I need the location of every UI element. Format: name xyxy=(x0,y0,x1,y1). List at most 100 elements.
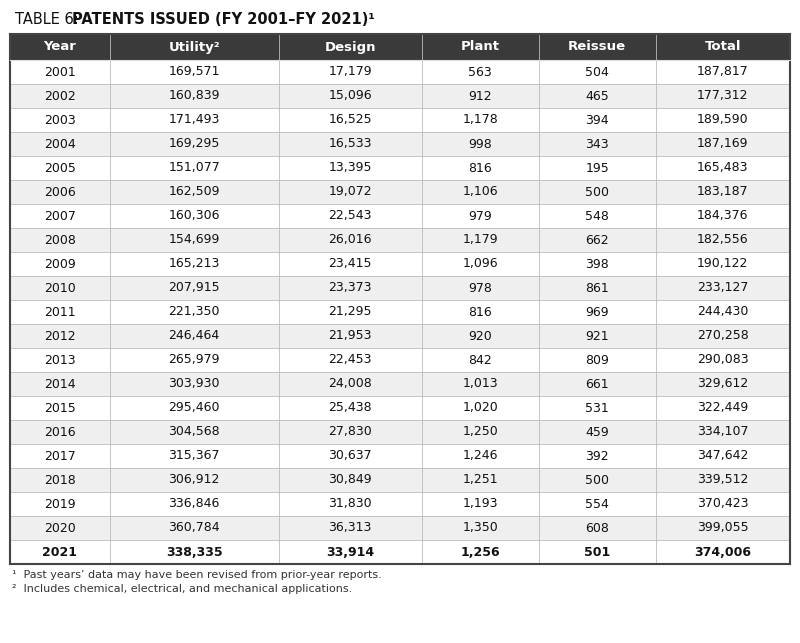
Text: 465: 465 xyxy=(586,89,609,102)
Text: 979: 979 xyxy=(468,210,492,222)
Text: 861: 861 xyxy=(586,282,609,294)
Text: 2001: 2001 xyxy=(44,66,76,78)
Text: 548: 548 xyxy=(586,210,609,222)
Text: 2021: 2021 xyxy=(42,545,78,559)
Text: 2004: 2004 xyxy=(44,138,76,150)
Text: 608: 608 xyxy=(586,521,609,534)
Bar xyxy=(10,324,790,348)
Text: 1,256: 1,256 xyxy=(460,545,500,559)
Text: 270,258: 270,258 xyxy=(697,329,749,343)
Text: Utility²: Utility² xyxy=(168,41,220,53)
Text: 221,350: 221,350 xyxy=(169,305,220,318)
Bar xyxy=(10,228,790,252)
Text: 339,512: 339,512 xyxy=(697,473,749,487)
Bar xyxy=(10,180,790,204)
Text: 36,313: 36,313 xyxy=(329,521,372,534)
Text: 22,453: 22,453 xyxy=(329,354,372,367)
Text: 1,250: 1,250 xyxy=(462,426,498,439)
Text: 2011: 2011 xyxy=(44,305,76,318)
Text: 189,590: 189,590 xyxy=(697,114,749,127)
Text: 394: 394 xyxy=(586,114,609,127)
Text: 169,295: 169,295 xyxy=(169,138,220,150)
Text: 2002: 2002 xyxy=(44,89,76,102)
Text: 998: 998 xyxy=(468,138,492,150)
Text: 13,395: 13,395 xyxy=(329,161,372,174)
Text: 22,543: 22,543 xyxy=(329,210,372,222)
Text: 921: 921 xyxy=(586,329,609,343)
Text: 978: 978 xyxy=(468,282,492,294)
Text: 1,020: 1,020 xyxy=(462,401,498,415)
Text: 30,637: 30,637 xyxy=(328,449,372,462)
Text: 969: 969 xyxy=(586,305,609,318)
Text: Total: Total xyxy=(705,41,741,53)
Text: 842: 842 xyxy=(468,354,492,367)
Text: 303,930: 303,930 xyxy=(169,377,220,390)
Text: 2005: 2005 xyxy=(44,161,76,174)
Bar xyxy=(10,540,790,564)
Text: 165,213: 165,213 xyxy=(169,257,220,271)
Text: 1,246: 1,246 xyxy=(462,449,498,462)
Text: 184,376: 184,376 xyxy=(697,210,749,222)
Text: 338,335: 338,335 xyxy=(166,545,222,559)
Text: 2016: 2016 xyxy=(44,426,76,439)
Bar xyxy=(10,132,790,156)
Bar xyxy=(10,156,790,180)
Text: 207,915: 207,915 xyxy=(168,282,220,294)
Text: 2013: 2013 xyxy=(44,354,76,367)
Text: 165,483: 165,483 xyxy=(697,161,749,174)
Text: 30,849: 30,849 xyxy=(328,473,372,487)
Text: 920: 920 xyxy=(468,329,492,343)
Text: 2017: 2017 xyxy=(44,449,76,462)
Text: 315,367: 315,367 xyxy=(169,449,220,462)
Text: 504: 504 xyxy=(586,66,609,78)
Bar xyxy=(10,516,790,540)
Bar xyxy=(10,34,790,60)
Text: 26,016: 26,016 xyxy=(329,233,372,246)
Text: 33,914: 33,914 xyxy=(326,545,374,559)
Text: 1,179: 1,179 xyxy=(462,233,498,246)
Text: 171,493: 171,493 xyxy=(169,114,220,127)
Text: 1,106: 1,106 xyxy=(462,185,498,199)
Text: 25,438: 25,438 xyxy=(328,401,372,415)
Text: 1,193: 1,193 xyxy=(462,498,498,511)
Text: 661: 661 xyxy=(586,377,609,390)
Text: Year: Year xyxy=(43,41,76,53)
Text: 233,127: 233,127 xyxy=(697,282,749,294)
Text: 336,846: 336,846 xyxy=(169,498,220,511)
Bar xyxy=(10,108,790,132)
Text: ²  Includes chemical, electrical, and mechanical applications.: ² Includes chemical, electrical, and mec… xyxy=(12,584,352,594)
Text: 16,533: 16,533 xyxy=(329,138,372,150)
Text: 19,072: 19,072 xyxy=(328,185,372,199)
Text: 244,430: 244,430 xyxy=(697,305,749,318)
Text: 169,571: 169,571 xyxy=(169,66,220,78)
Text: 290,083: 290,083 xyxy=(697,354,749,367)
Text: 912: 912 xyxy=(468,89,492,102)
Text: 265,979: 265,979 xyxy=(169,354,220,367)
Text: 21,953: 21,953 xyxy=(329,329,372,343)
Text: 343: 343 xyxy=(586,138,609,150)
Bar xyxy=(10,204,790,228)
Text: 21,295: 21,295 xyxy=(329,305,372,318)
Text: Plant: Plant xyxy=(461,41,500,53)
Text: 187,169: 187,169 xyxy=(697,138,749,150)
Text: 2012: 2012 xyxy=(44,329,76,343)
Text: 23,373: 23,373 xyxy=(329,282,372,294)
Text: 347,642: 347,642 xyxy=(697,449,749,462)
Text: 162,509: 162,509 xyxy=(169,185,220,199)
Text: 2018: 2018 xyxy=(44,473,76,487)
Bar xyxy=(10,396,790,420)
Text: 17,179: 17,179 xyxy=(328,66,372,78)
Bar xyxy=(10,372,790,396)
Text: 23,415: 23,415 xyxy=(329,257,372,271)
Text: 31,830: 31,830 xyxy=(328,498,372,511)
Text: 398: 398 xyxy=(586,257,609,271)
Text: 563: 563 xyxy=(468,66,492,78)
Text: 816: 816 xyxy=(468,305,492,318)
Text: Design: Design xyxy=(325,41,376,53)
Text: 809: 809 xyxy=(586,354,609,367)
Text: 2007: 2007 xyxy=(44,210,76,222)
Text: 334,107: 334,107 xyxy=(697,426,749,439)
Text: 15,096: 15,096 xyxy=(328,89,372,102)
Text: 2014: 2014 xyxy=(44,377,76,390)
Text: 2008: 2008 xyxy=(44,233,76,246)
